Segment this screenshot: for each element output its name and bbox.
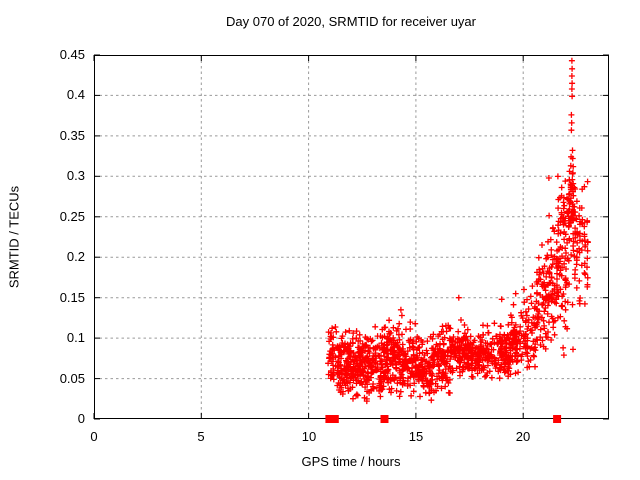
y-tick-label: 0.4 [66,87,85,102]
y-tick-label: 0.45 [59,47,85,62]
x-axis-label: GPS time / hours [301,454,401,469]
y-tick-label: 0.3 [66,168,85,183]
y-tick-label: 0.35 [59,128,85,143]
y-tick-label: 0.05 [59,371,85,386]
y-tick-label: 0.15 [59,290,85,305]
y-tick-label: 0.1 [66,330,85,345]
x-tick-label: 20 [515,429,531,444]
x-tick-label: 5 [197,429,205,444]
chart-title: Day 070 of 2020, SRMTID for receiver uya… [226,14,476,29]
y-tick-label: 0.2 [66,249,85,264]
x-tick-label: 15 [408,429,424,444]
x-tick-label: 0 [90,429,98,444]
y-tick-label: 0 [77,411,85,426]
x-tick-label: 10 [301,429,317,444]
y-tick-label: 0.25 [59,209,85,224]
